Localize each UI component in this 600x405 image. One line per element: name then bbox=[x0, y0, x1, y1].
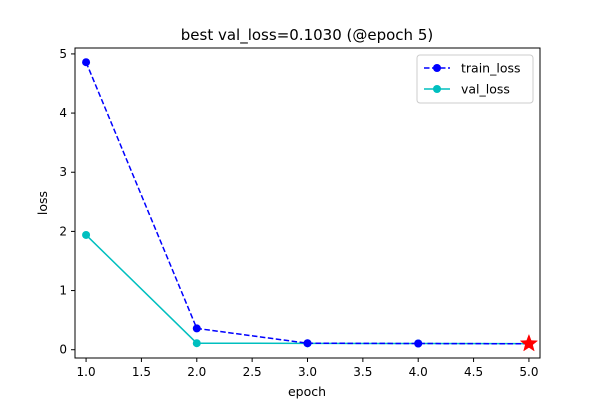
train_loss-point bbox=[192, 324, 201, 333]
best-epoch-star-marker bbox=[519, 333, 539, 352]
x-tick-label: 3.5 bbox=[353, 365, 372, 379]
x-tick-label: 1.0 bbox=[77, 365, 96, 379]
train_loss-point bbox=[414, 339, 423, 348]
y-tick-label: 1 bbox=[59, 284, 67, 298]
y-tick-label: 4 bbox=[59, 106, 67, 120]
y-tick-label: 3 bbox=[59, 165, 67, 179]
x-tick-label: 4.5 bbox=[464, 365, 483, 379]
legend-box bbox=[416, 54, 534, 104]
y-tick-label: 2 bbox=[59, 224, 67, 238]
x-axis-ticks: 1.0 1.5 2.0 2.5 3.0 3.5 4.0 4.5 5.0 bbox=[77, 358, 538, 379]
chart-title: best val_loss=0.1030 (@epoch 5) bbox=[181, 26, 433, 45]
y-tick-label: 0 bbox=[59, 343, 67, 357]
legend-train_loss-label: train_loss bbox=[461, 61, 521, 76]
train_loss-point bbox=[303, 339, 312, 348]
plot-frame bbox=[74, 47, 541, 359]
y-axis-title: loss bbox=[35, 191, 50, 215]
legend-train_loss-swatch-marker bbox=[433, 64, 441, 72]
val_loss-point bbox=[82, 230, 91, 239]
x-tick-label: 2.0 bbox=[187, 365, 206, 379]
legend: train_loss val_loss bbox=[416, 54, 534, 104]
x-tick-label: 3.0 bbox=[298, 365, 317, 379]
train_loss-point bbox=[82, 58, 91, 67]
x-tick-label: 5.0 bbox=[519, 365, 538, 379]
x-tick-label: 2.5 bbox=[243, 365, 262, 379]
legend-val_loss-label: val_loss bbox=[461, 82, 510, 97]
val_loss-point bbox=[192, 339, 201, 348]
x-axis-title: epoch bbox=[288, 384, 326, 399]
y-tick-label: 5 bbox=[59, 47, 67, 61]
series-layer bbox=[82, 58, 539, 352]
x-tick-label: 1.5 bbox=[132, 365, 151, 379]
legend-val_loss-swatch-marker bbox=[433, 85, 441, 93]
x-tick-label: 4.0 bbox=[409, 365, 428, 379]
y-axis-ticks: 0 1 2 3 4 5 bbox=[59, 47, 75, 357]
